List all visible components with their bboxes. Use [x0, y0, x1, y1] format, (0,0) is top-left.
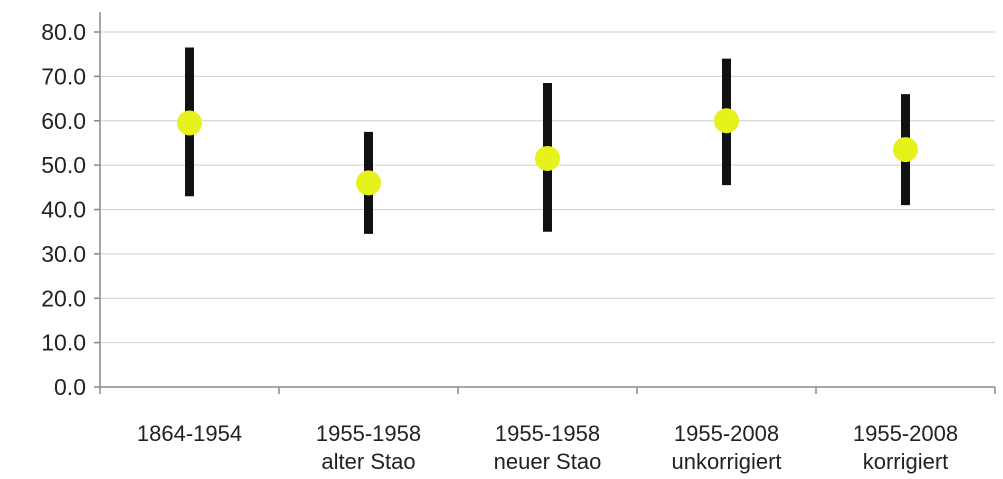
x-category-label: 1955-1958 — [316, 421, 421, 446]
x-category-label: 1955-2008 — [853, 421, 958, 446]
y-tick-labels: 0.0 10.0 20.0 30.0 40.0 50.0 60.0 70.0 80.0 — [41, 19, 86, 400]
y-tick-label: 60.0 — [41, 108, 86, 134]
mean-marker — [177, 110, 202, 136]
y-tick-label: 10.0 — [41, 330, 86, 356]
y-tick-label: 20.0 — [41, 285, 86, 311]
mean-marker — [356, 170, 381, 196]
x-category-label: 1955-1958 — [495, 421, 600, 446]
y-tick-label: 40.0 — [41, 197, 86, 223]
x-category-label: 1955-2008 — [674, 421, 779, 446]
x-category-label: alter Stao — [321, 449, 415, 474]
mean-markers — [177, 108, 918, 196]
y-tick-label: 30.0 — [41, 241, 86, 267]
x-category-label: 1864-1954 — [137, 421, 242, 446]
y-tick-label: 50.0 — [41, 152, 86, 178]
x-category-label: neuer Stao — [494, 449, 602, 474]
error-bars — [185, 47, 910, 234]
y-tick-label: 80.0 — [41, 19, 86, 45]
x-category-label: unkorrigiert — [671, 449, 781, 474]
mean-marker — [535, 145, 560, 171]
mean-marker — [714, 108, 739, 134]
x-category-label: korrigiert — [863, 449, 949, 474]
y-tick-label: 70.0 — [41, 63, 86, 89]
mean-marker — [893, 137, 918, 163]
axes — [94, 12, 996, 394]
category-labels: 1864-1954 1955-1958 alter Stao 1955-1958 neu… — [137, 421, 958, 474]
y-tick-label: 0.0 — [54, 374, 86, 400]
